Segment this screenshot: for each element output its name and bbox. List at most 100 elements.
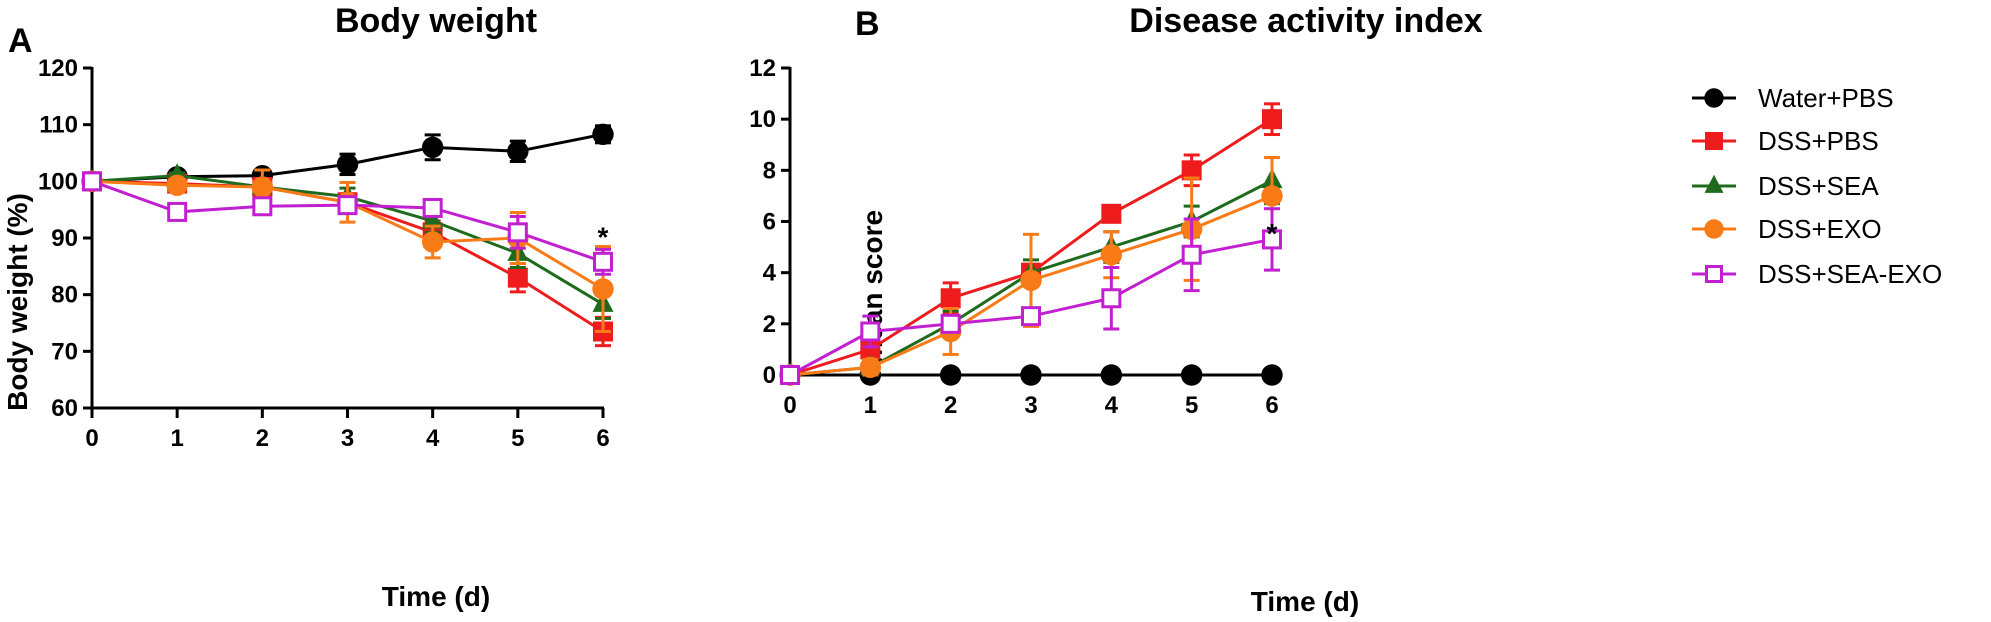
x-tick-label: 3 — [341, 425, 354, 452]
data-point — [593, 251, 613, 272]
data-point — [251, 176, 274, 198]
y-tick-label: 12 — [749, 55, 776, 82]
legend-marker-dss-sea — [1704, 174, 1724, 193]
data-point — [1261, 364, 1283, 386]
data-point — [337, 195, 358, 216]
x-tick-label: 4 — [426, 425, 440, 452]
x-tick-label: 4 — [1105, 392, 1119, 419]
y-tick-label: 110 — [39, 112, 78, 139]
legend-label: Water+PBS — [1758, 83, 1894, 113]
significance-annotation: * — [598, 221, 609, 252]
legend-label: DSS+PBS — [1758, 126, 1879, 156]
legend-entry: DSS+PBS — [1692, 126, 1879, 156]
significance-annotation: * — [1267, 218, 1278, 249]
series-dss-sea-exo — [780, 207, 1282, 385]
y-tick-label: 8 — [763, 157, 776, 184]
data-point — [1261, 185, 1283, 207]
y-tick-label: 90 — [51, 225, 78, 252]
data-point — [1181, 160, 1202, 181]
legend-entry: Water+PBS — [1692, 83, 1894, 113]
data-point — [1180, 364, 1203, 386]
x-tick-label: 0 — [783, 392, 796, 419]
legend-marker — [1705, 265, 1723, 283]
panel-b-title: Disease activity index — [1129, 2, 1483, 40]
y-tick-label: 60 — [51, 395, 78, 422]
legend-marker-dss-exo — [1704, 219, 1724, 239]
data-point — [167, 201, 188, 222]
data-point — [1021, 306, 1041, 327]
data-point — [336, 153, 359, 176]
legend-entry: DSS+EXO — [1692, 214, 1882, 244]
panel-a-plot: 60 70 80 90 100 110 120 0 1 2 3 4 5 6 * — [38, 55, 614, 452]
y-tick-label: 100 — [38, 168, 78, 195]
legend-marker-dss-sea-exo — [1705, 265, 1723, 283]
panel-a-xlabel: Time (d) — [382, 581, 490, 612]
y-tick-label: 6 — [763, 209, 776, 236]
data-point — [1020, 364, 1042, 386]
panel-a-title: Body weight — [335, 2, 537, 40]
x-tick-label: 0 — [85, 425, 98, 452]
panel-a-ylabel: Body weight (%) — [2, 193, 33, 411]
data-point — [939, 364, 962, 386]
y-tick-label: 0 — [763, 362, 776, 389]
data-point — [860, 321, 881, 342]
x-tick-label: 1 — [864, 392, 877, 419]
legend-marker — [1704, 219, 1724, 239]
legend-marker — [1704, 88, 1724, 108]
panel-b-letter: B — [855, 5, 880, 43]
y-tick-label: 80 — [51, 282, 78, 309]
data-point — [422, 208, 444, 229]
x-tick-label: 5 — [511, 425, 524, 452]
y-tick-label: 4 — [763, 260, 777, 287]
data-point — [166, 174, 188, 197]
legend-marker — [1704, 174, 1724, 193]
data-point — [1101, 203, 1122, 224]
data-point — [860, 339, 881, 360]
data-point — [1181, 244, 1202, 265]
y-tick-label: 10 — [749, 106, 776, 133]
data-point — [859, 356, 882, 379]
legend-label: DSS+SEA-EXO — [1758, 259, 1942, 289]
data-point — [422, 197, 443, 218]
panel-b-xlabel: Time (d) — [1251, 586, 1359, 617]
data-point — [421, 231, 444, 253]
legend-label: DSS+EXO — [1758, 214, 1882, 244]
x-tick-label: 1 — [170, 425, 183, 452]
data-point — [82, 171, 102, 192]
data-point — [592, 278, 614, 300]
y-tick-label: 2 — [763, 311, 776, 338]
y-tick-label: 70 — [51, 338, 78, 365]
data-point — [252, 196, 273, 217]
data-point — [421, 136, 444, 159]
data-point — [780, 365, 800, 385]
legend-marker-dss-pbs — [1705, 132, 1723, 150]
data-point — [1100, 364, 1123, 386]
x-tick-label: 2 — [256, 425, 269, 452]
legend-label: DSS+SEA — [1758, 171, 1879, 201]
x-tick-label: 6 — [596, 425, 609, 452]
data-point — [1101, 288, 1122, 309]
data-point — [1100, 244, 1123, 266]
x-tick-label: 5 — [1185, 392, 1198, 419]
x-tick-label: 6 — [1265, 392, 1278, 419]
data-point — [507, 222, 528, 243]
x-tick-label: 3 — [1024, 392, 1037, 419]
series-dss-exo — [81, 168, 614, 333]
panel-a-letter: A — [8, 22, 33, 60]
legend-marker-water-pbs — [1704, 88, 1724, 108]
data-point — [1262, 229, 1282, 250]
y-tick-label: 120 — [38, 55, 78, 82]
data-point — [1020, 269, 1042, 292]
legend-marker — [1705, 132, 1723, 150]
data-point — [592, 123, 614, 146]
data-point — [507, 267, 528, 288]
data-point — [1262, 109, 1282, 130]
legend-entry: DSS+SEA — [1692, 171, 1879, 201]
series-dss-sea-exo — [82, 171, 613, 276]
legend: Water+PBS DSS+PBS DSS+SEA DSS+EXO DSS+SE… — [1692, 83, 1942, 289]
data-point — [507, 140, 529, 163]
x-tick-label: 2 — [944, 392, 957, 419]
data-point — [940, 313, 961, 334]
